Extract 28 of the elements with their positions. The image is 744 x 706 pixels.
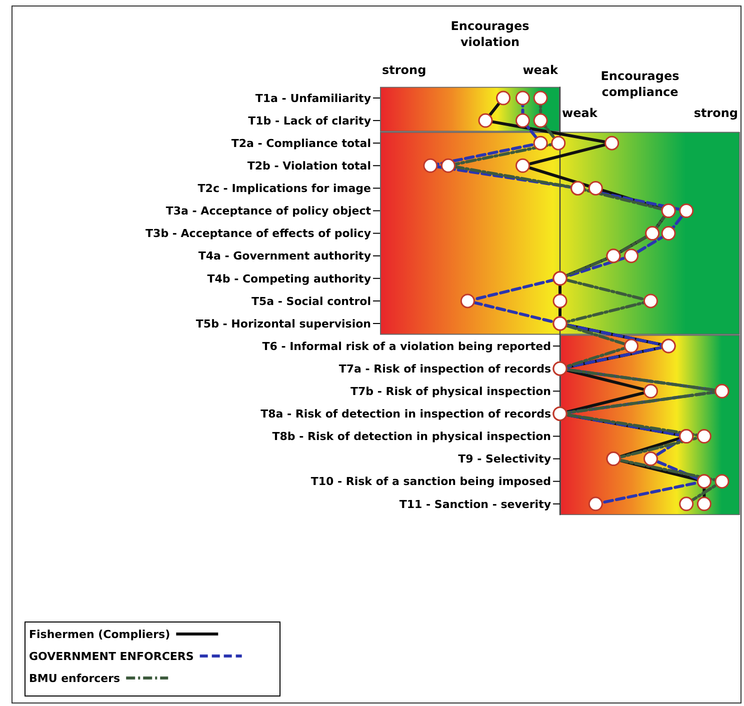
y-tick-label: T7a - Risk of inspection of records [338, 362, 552, 376]
y-tick-label: T8a - Risk of detection in inspection of records [260, 408, 552, 421]
y-tick-label: T3a - Acceptance of policy object [166, 204, 371, 218]
y-tick-label: T6 - Informal risk of a violation being reported [262, 340, 551, 353]
y-tick-label: T4a - Government authority [198, 250, 371, 263]
legend-label: Fishermen (Compliers) [29, 628, 170, 641]
y-tick-label: T10 - Risk of a sanction being imposed [310, 475, 551, 488]
annotation: strong [694, 106, 738, 120]
y-tick-label: T7b - Risk of physical inspection [350, 385, 551, 398]
y-tick-label: T5a - Social control [251, 294, 371, 308]
annotation: weak [562, 106, 598, 120]
legend-label: GOVERNMENT ENFORCERS [29, 650, 194, 663]
y-tick-label: T5b - Horizontal supervision [196, 317, 371, 330]
y-tick-label: T11 - Sanction - severity [399, 498, 551, 511]
text: weak [522, 63, 560, 77]
y-tick-label: T1a - Unfamiliarity [255, 92, 371, 105]
legend-label: BMU enforcers [29, 672, 121, 685]
y-tick-label: T1b - Lack of clarity [248, 114, 371, 128]
y-tick-label: T2c - Implications for image [198, 182, 371, 196]
annotation: Encourages compliance [600, 69, 680, 99]
y-tick-label: T8b - Risk of detection in physical inspection [272, 430, 551, 444]
text: Encourages violation [450, 19, 530, 49]
y-tick-label: T9 - Selectivity [458, 452, 551, 466]
y-tick-label: T2b - Violation total [247, 160, 371, 172]
y-tick-label: T2a - Compliance total [231, 136, 371, 150]
y-tick-label: T4b - Competing authority [207, 272, 371, 286]
text: strong [382, 63, 426, 77]
y-tick-label: T3b - Acceptance of effects of policy [146, 227, 371, 240]
